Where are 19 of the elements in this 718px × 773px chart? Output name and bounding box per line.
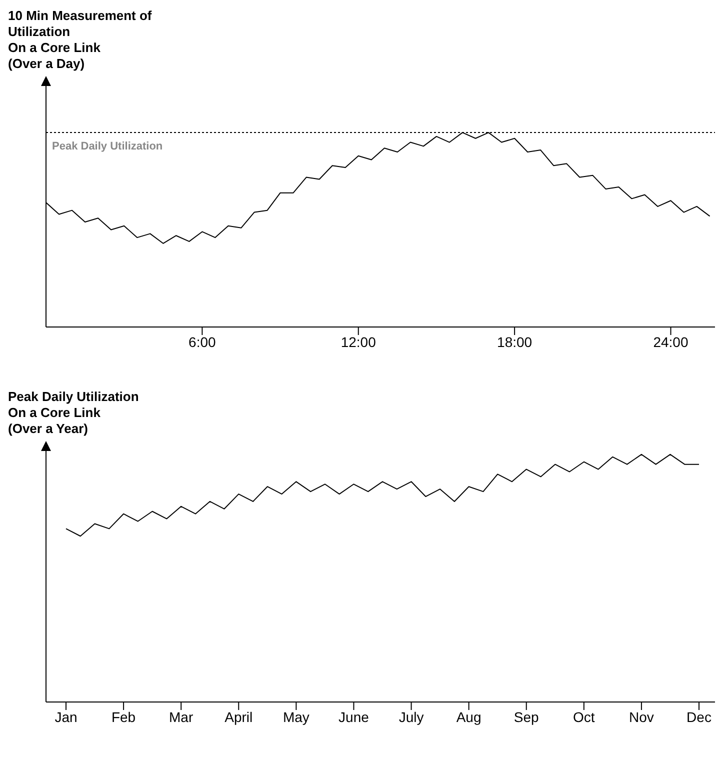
x-tick-label: April <box>224 708 253 725</box>
x-tick-label: 6:00 <box>188 334 216 350</box>
x-tick-label: Jan <box>54 708 78 725</box>
x-tick-label: Nov <box>629 708 654 725</box>
x-tick-label: July <box>398 708 424 725</box>
chart-title: 10 Min Measurement of Utilization On a Core Link (Over a Day) <box>8 8 153 72</box>
x-tick-label: June <box>338 708 370 725</box>
x-tick-label: Sep <box>514 708 540 725</box>
x-tick-label: 12:00 <box>340 334 376 350</box>
x-tick-label: Feb <box>111 708 136 725</box>
x-tick-label: May <box>282 708 310 725</box>
x-tick-label: 24:00 <box>653 334 688 350</box>
x-tick-label: Dec <box>686 708 712 725</box>
ref-line-label: Peak Daily Utilization <box>52 140 163 153</box>
x-tick-label: Mar <box>169 708 194 725</box>
x-tick-label: Oct <box>573 708 595 725</box>
x-tick-label: Aug <box>456 708 482 725</box>
x-tick-label: 18:00 <box>497 334 532 350</box>
chart-title: Peak Daily Utilization On a Core Link (Over a Year) <box>8 389 140 437</box>
